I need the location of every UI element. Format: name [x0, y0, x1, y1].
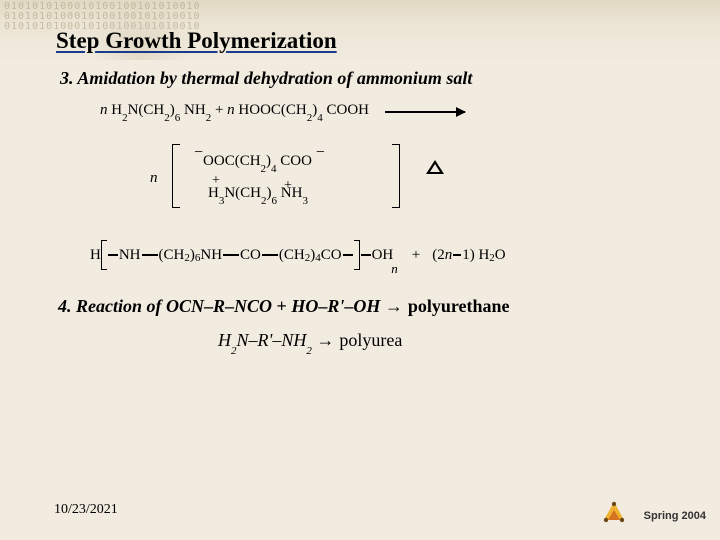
footer-text: Spring 2004 — [644, 510, 706, 522]
bracket-left-icon — [172, 144, 180, 208]
intermediate-salt: n −OOC(CH2)4 COO − + H3N(CH2)6 NH3 + — [150, 140, 410, 220]
bracket-right-icon — [392, 144, 400, 208]
repeat-n: n — [391, 261, 398, 277]
intermediate-cation: + H3N(CH2)6 NH3 + — [208, 182, 308, 218]
coefficient-n: n — [150, 170, 158, 187]
page-title: Step Growth Polymerization — [56, 28, 337, 54]
reaction-arrow-icon — [385, 111, 465, 113]
footer-logo-icon — [602, 500, 626, 524]
polymer-product: H NH(CH2)6 NHCO(CH2)4 CO OH n + (2n1) H2… — [90, 240, 650, 280]
heat-triangle-icon — [426, 160, 444, 174]
section-4-line2: H2N–R'–NH2 → polyurea — [218, 330, 402, 354]
section-4-line1: 4. Reaction of OCN–R–NCO + HO–R'–OH → po… — [58, 296, 510, 317]
reaction-equation-1: n H2N(CH2)6 NH2 + n HOOC(CH2)4 COOH — [100, 102, 465, 121]
section-3-heading: 3. Amidation by thermal dehydration of a… — [60, 68, 472, 89]
bracket-right-icon — [354, 240, 360, 270]
slide-date: 10/23/2021 — [54, 502, 118, 518]
intermediate-anion: −OOC(CH2)4 COO − — [194, 152, 325, 172]
bracket-left-icon — [101, 240, 107, 270]
